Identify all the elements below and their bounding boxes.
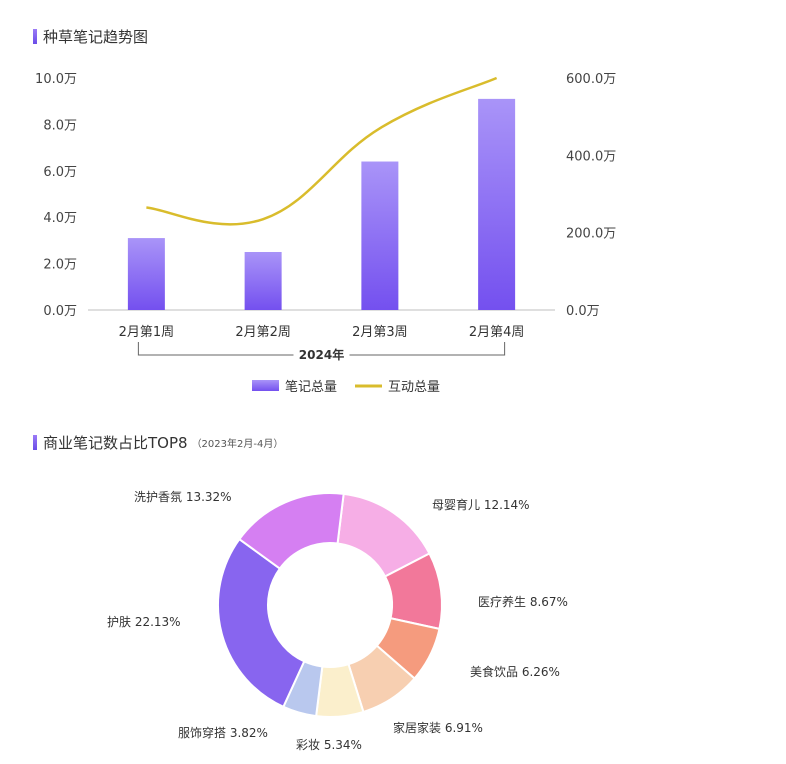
- bar-note-total: [478, 99, 515, 310]
- share-chart-title: 商业笔记数占比TOP8 （2023年2月-4月）: [33, 432, 283, 453]
- x-category-label: 2月第1周: [119, 325, 175, 340]
- line-interaction-total: [146, 78, 496, 224]
- donut-slice-label: 洗护香氛 13.32%: [134, 490, 232, 504]
- donut-slice-3: [377, 618, 440, 678]
- legend-label-bar: 笔记总量: [285, 379, 337, 395]
- donut-slice-label: 医疗养生 8.67%: [478, 594, 568, 609]
- donut-slice-5: [316, 664, 363, 717]
- left-y-tick-label: 2.0万: [43, 258, 77, 273]
- share-title-text: 商业笔记数占比TOP8: [43, 432, 188, 453]
- donut-slice-label: 美食饮品 6.26%: [470, 664, 560, 679]
- bar-note-total: [128, 238, 165, 310]
- left-y-tick-label: 8.0万: [43, 118, 77, 133]
- x-category-label: 2月第2周: [235, 325, 291, 340]
- donut-slice-label: 家居家装 6.91%: [393, 720, 483, 735]
- x-category-label: 2月第3周: [352, 325, 408, 340]
- donut-slice-label: 彩妆 5.34%: [296, 738, 362, 752]
- left-y-tick-label: 6.0万: [43, 165, 77, 180]
- left-y-tick-label: 4.0万: [43, 211, 77, 226]
- left-y-tick-label: 10.0万: [35, 72, 77, 87]
- x-category-label: 2月第4周: [469, 325, 525, 340]
- group-year-label: 2024年: [299, 347, 344, 362]
- bar-note-total: [361, 162, 398, 310]
- donut-slice-2: [385, 553, 442, 628]
- right-y-tick-label: 0.0万: [566, 304, 600, 319]
- donut-slice-label: 服饰穿搭 3.82%: [178, 725, 268, 740]
- right-y-tick-label: 600.0万: [566, 72, 616, 87]
- title-accent-bar: [33, 435, 37, 450]
- donut-slice-8: [239, 493, 343, 569]
- bar-note-total: [245, 252, 282, 310]
- donut-slice-1: [338, 494, 430, 577]
- donut-slice-label: 护肤 22.13%: [107, 614, 181, 629]
- trend-combo-chart: 0.0万 2.0万 4.0万 6.0万 8.0万 10.0万 0.0万 200.0万 400.0…: [0, 0, 786, 420]
- right-y-tick-label: 400.0万: [566, 149, 616, 164]
- donut-slice-label: 母婴育儿 12.14%: [432, 497, 530, 512]
- legend-swatch-bar: [252, 380, 279, 391]
- donut-slice-4: [348, 646, 414, 712]
- left-y-tick-label: 0.0万: [43, 304, 77, 319]
- legend-label-line: 互动总量: [388, 380, 440, 395]
- donut-slice-7: [218, 539, 304, 707]
- share-title-subtitle: （2023年2月-4月）: [192, 435, 284, 450]
- donut-slice-6: [283, 661, 322, 716]
- right-y-tick-label: 200.0万: [566, 227, 616, 242]
